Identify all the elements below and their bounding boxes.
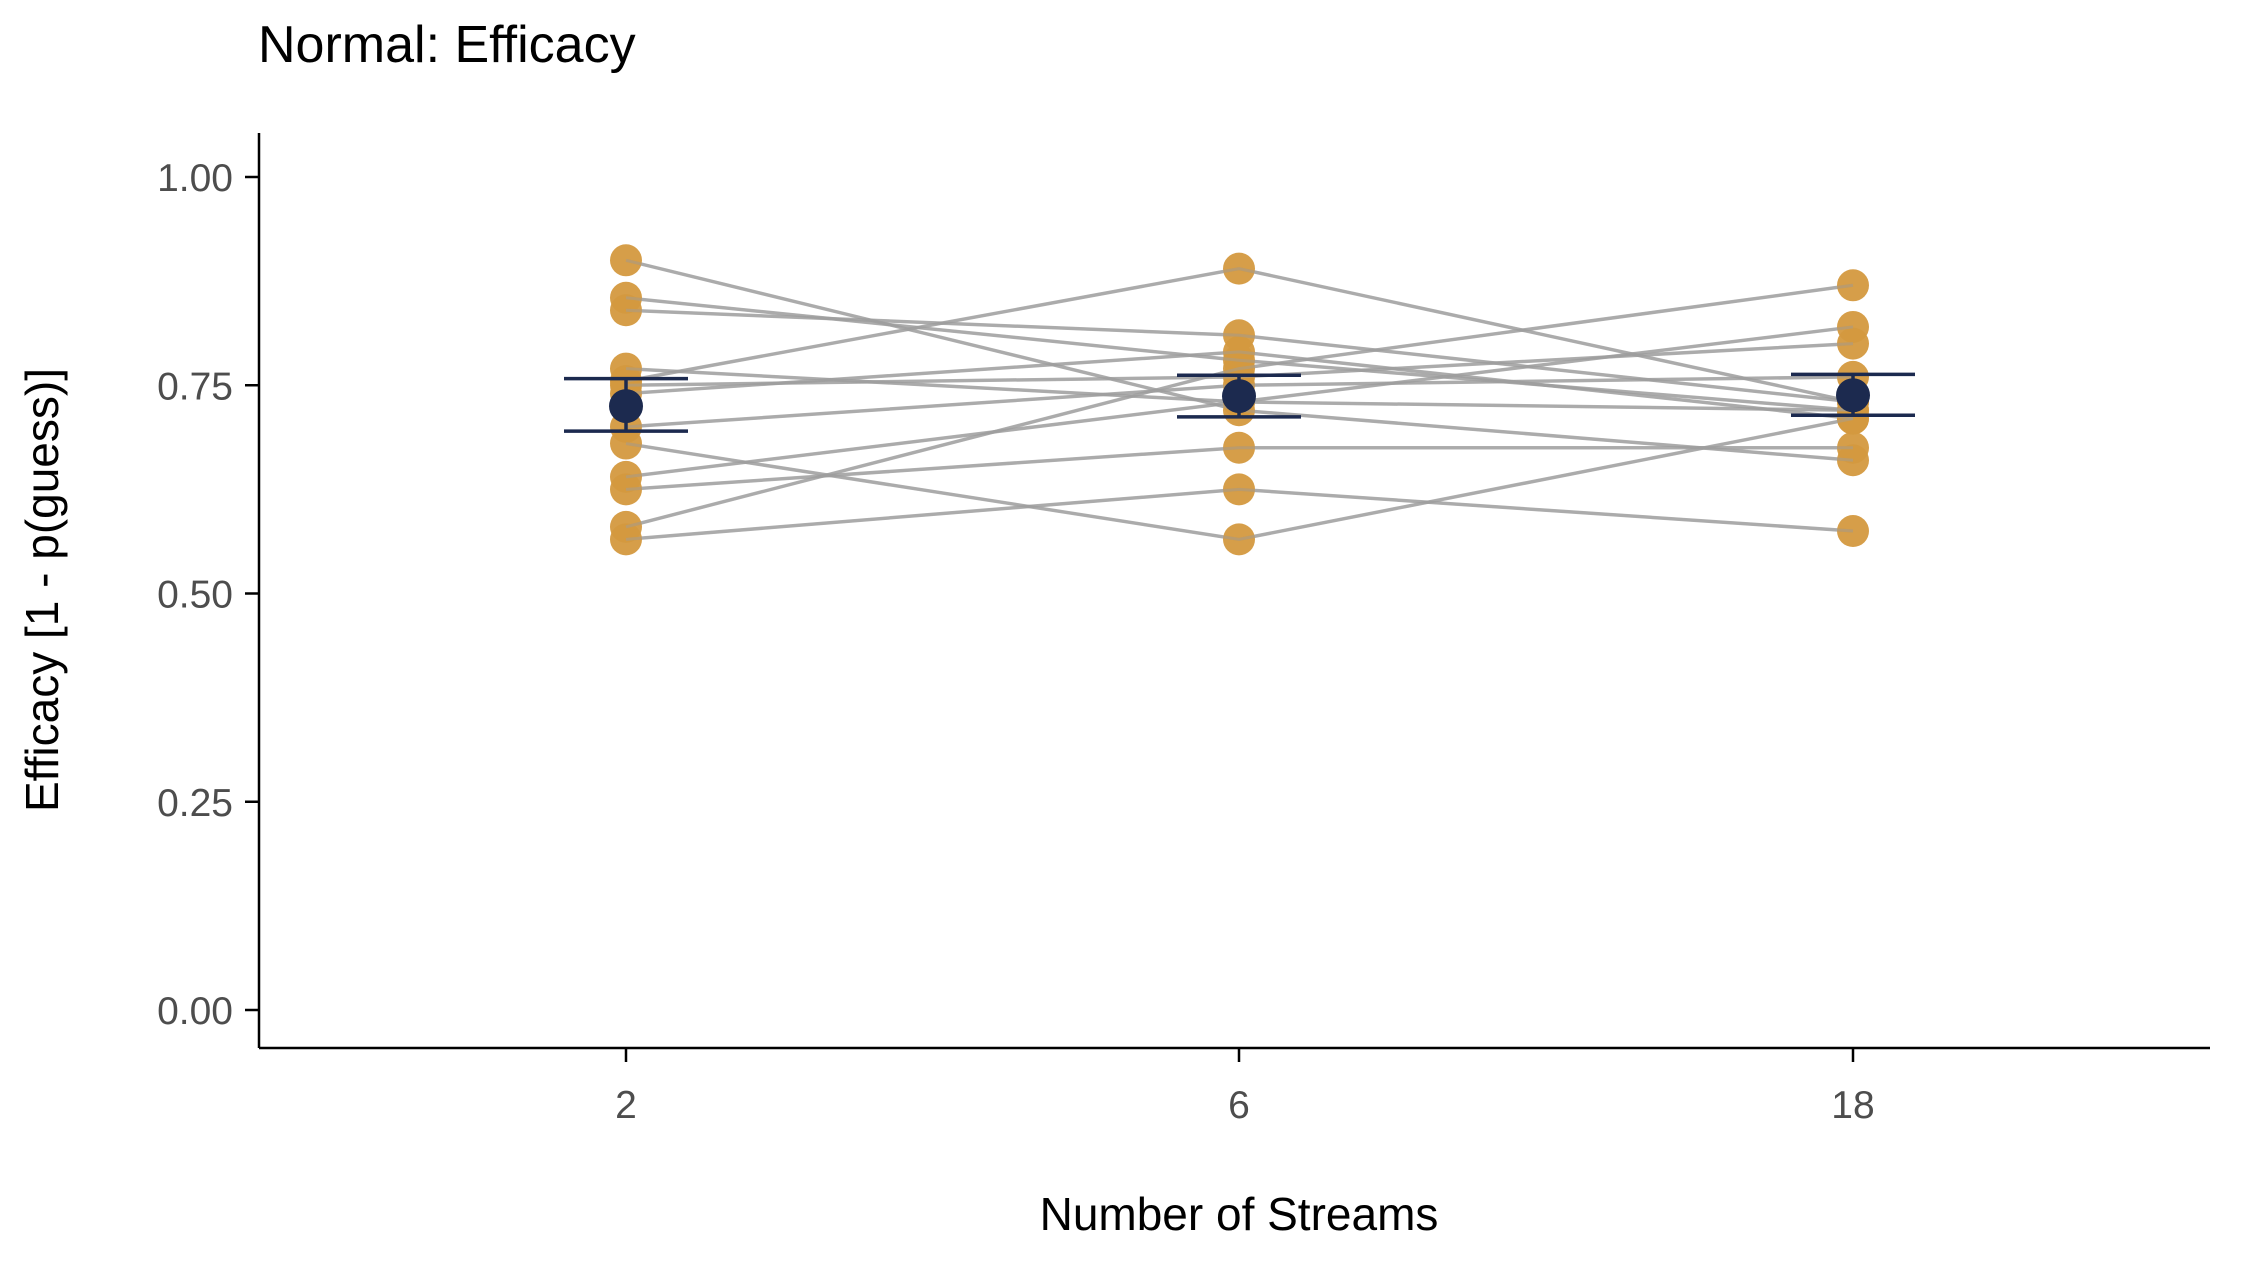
x-axis-title: Number of Streams bbox=[1040, 1188, 1439, 1240]
participant-line-overlay bbox=[625, 296, 1854, 412]
y-tick-label: 1.00 bbox=[157, 157, 233, 200]
x-tick-label: 18 bbox=[1831, 1084, 1874, 1127]
participant-point bbox=[610, 244, 642, 277]
axes bbox=[257, 133, 2210, 1050]
y-tick-label: 0.75 bbox=[157, 365, 233, 408]
y-tick-label: 0.00 bbox=[157, 990, 233, 1033]
participant-point bbox=[1837, 402, 1869, 435]
participant-point bbox=[1837, 269, 1869, 302]
participant-point bbox=[1223, 523, 1255, 556]
y-axis-title: Efficacy [1 - p(guess)] bbox=[16, 368, 68, 812]
participant-line-overlay bbox=[625, 487, 1854, 541]
mean-point bbox=[1836, 378, 1870, 413]
participant-line-overlay bbox=[625, 267, 1854, 404]
y-ticks: 0.00 0.25 0.50 0.75 1.00 bbox=[157, 157, 259, 1033]
participant-line-overlay bbox=[625, 308, 1854, 404]
participant-point bbox=[1837, 431, 1869, 464]
participant-point bbox=[1223, 431, 1255, 464]
participant-point bbox=[1223, 252, 1255, 285]
participant-point bbox=[1837, 515, 1869, 548]
chart-title: Normal: Efficacy bbox=[258, 16, 636, 74]
mean-markers bbox=[564, 372, 1915, 433]
participant-point bbox=[610, 523, 642, 556]
y-tick-label: 0.25 bbox=[157, 782, 233, 825]
participant-point bbox=[1223, 473, 1255, 506]
mean-point bbox=[609, 389, 643, 424]
x-tick-label: 6 bbox=[1228, 1084, 1250, 1127]
participant-point bbox=[610, 294, 642, 327]
participant-line-overlay bbox=[625, 446, 1853, 491]
mean-point bbox=[1222, 379, 1256, 414]
x-tick-label: 2 bbox=[615, 1084, 637, 1127]
participant-point bbox=[1837, 327, 1869, 360]
participant-line-overlay bbox=[625, 283, 1854, 529]
participant-line-overlay bbox=[625, 350, 1854, 421]
participant-line-overlay bbox=[625, 417, 1854, 541]
x-ticks: 2 6 18 bbox=[615, 1048, 1875, 1127]
participant-point bbox=[610, 427, 642, 460]
participant-point bbox=[610, 473, 642, 506]
y-tick-label: 0.50 bbox=[157, 574, 233, 617]
